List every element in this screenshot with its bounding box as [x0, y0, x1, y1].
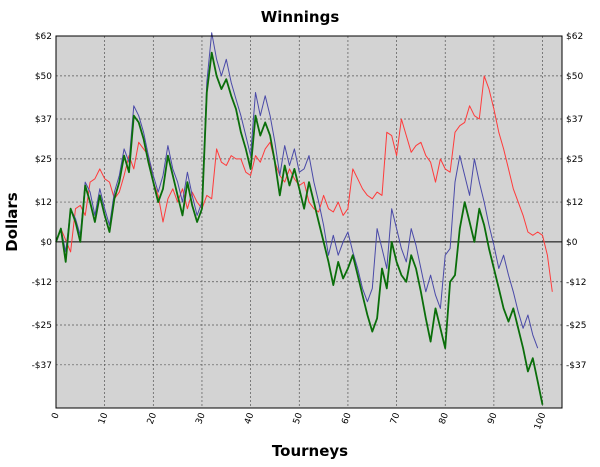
y-tick-label-right: $37 — [566, 115, 583, 125]
series-lines — [55, 32, 553, 405]
series-line-3 — [55, 51, 544, 405]
y-axis-label: Dollars — [3, 192, 21, 252]
y-tick-label-left: $37 — [35, 115, 52, 125]
y-tick-label-right: -$12 — [566, 278, 586, 288]
x-tick-label: 10 — [97, 411, 110, 425]
y-tick-label-left: -$37 — [32, 361, 52, 371]
y-tick-label-left: $62 — [35, 32, 52, 42]
x-tick-label: 50 — [292, 411, 305, 425]
y-tick-label-left: $25 — [35, 155, 52, 165]
x-tick-label: 60 — [340, 411, 353, 425]
y-tick-label-right: -$25 — [566, 321, 586, 331]
x-tick-label: 40 — [243, 411, 256, 425]
series-line-2 — [55, 32, 539, 349]
x-tick-label: 80 — [438, 411, 451, 425]
y-tick-label-left: -$25 — [32, 321, 52, 331]
y-tick-label-right: $62 — [566, 32, 583, 42]
y-tick-label-right: $0 — [566, 238, 578, 248]
x-axis-label: Tourneys — [272, 442, 348, 460]
x-tick-label: 30 — [194, 411, 207, 425]
x-tick-label: 100 — [533, 411, 548, 431]
x-tick-label: 70 — [389, 411, 402, 425]
plot-area — [56, 36, 562, 408]
x-tick-label: 90 — [486, 411, 499, 425]
plot-border — [55, 35, 563, 409]
axis-ticks: 0 10 20 30 40 50 60 70 80 90 100 $62 $62 $50 $50 $37 $37… — [32, 32, 587, 431]
y-tick-label-right: $25 — [566, 155, 583, 165]
x-tick-label: 0 — [50, 411, 61, 420]
x-tick-label: 20 — [146, 411, 159, 425]
y-tick-label-right: $12 — [566, 198, 583, 208]
chart-title: Winnings — [261, 8, 340, 26]
y-tick-label-right: -$37 — [566, 361, 586, 371]
y-tick-label-left: $50 — [35, 72, 52, 82]
y-tick-label-right: $50 — [566, 72, 583, 82]
y-tick-label-left: -$12 — [32, 278, 52, 288]
y-tick-label-left: $0 — [41, 238, 53, 248]
y-tick-label-left: $12 — [35, 198, 52, 208]
